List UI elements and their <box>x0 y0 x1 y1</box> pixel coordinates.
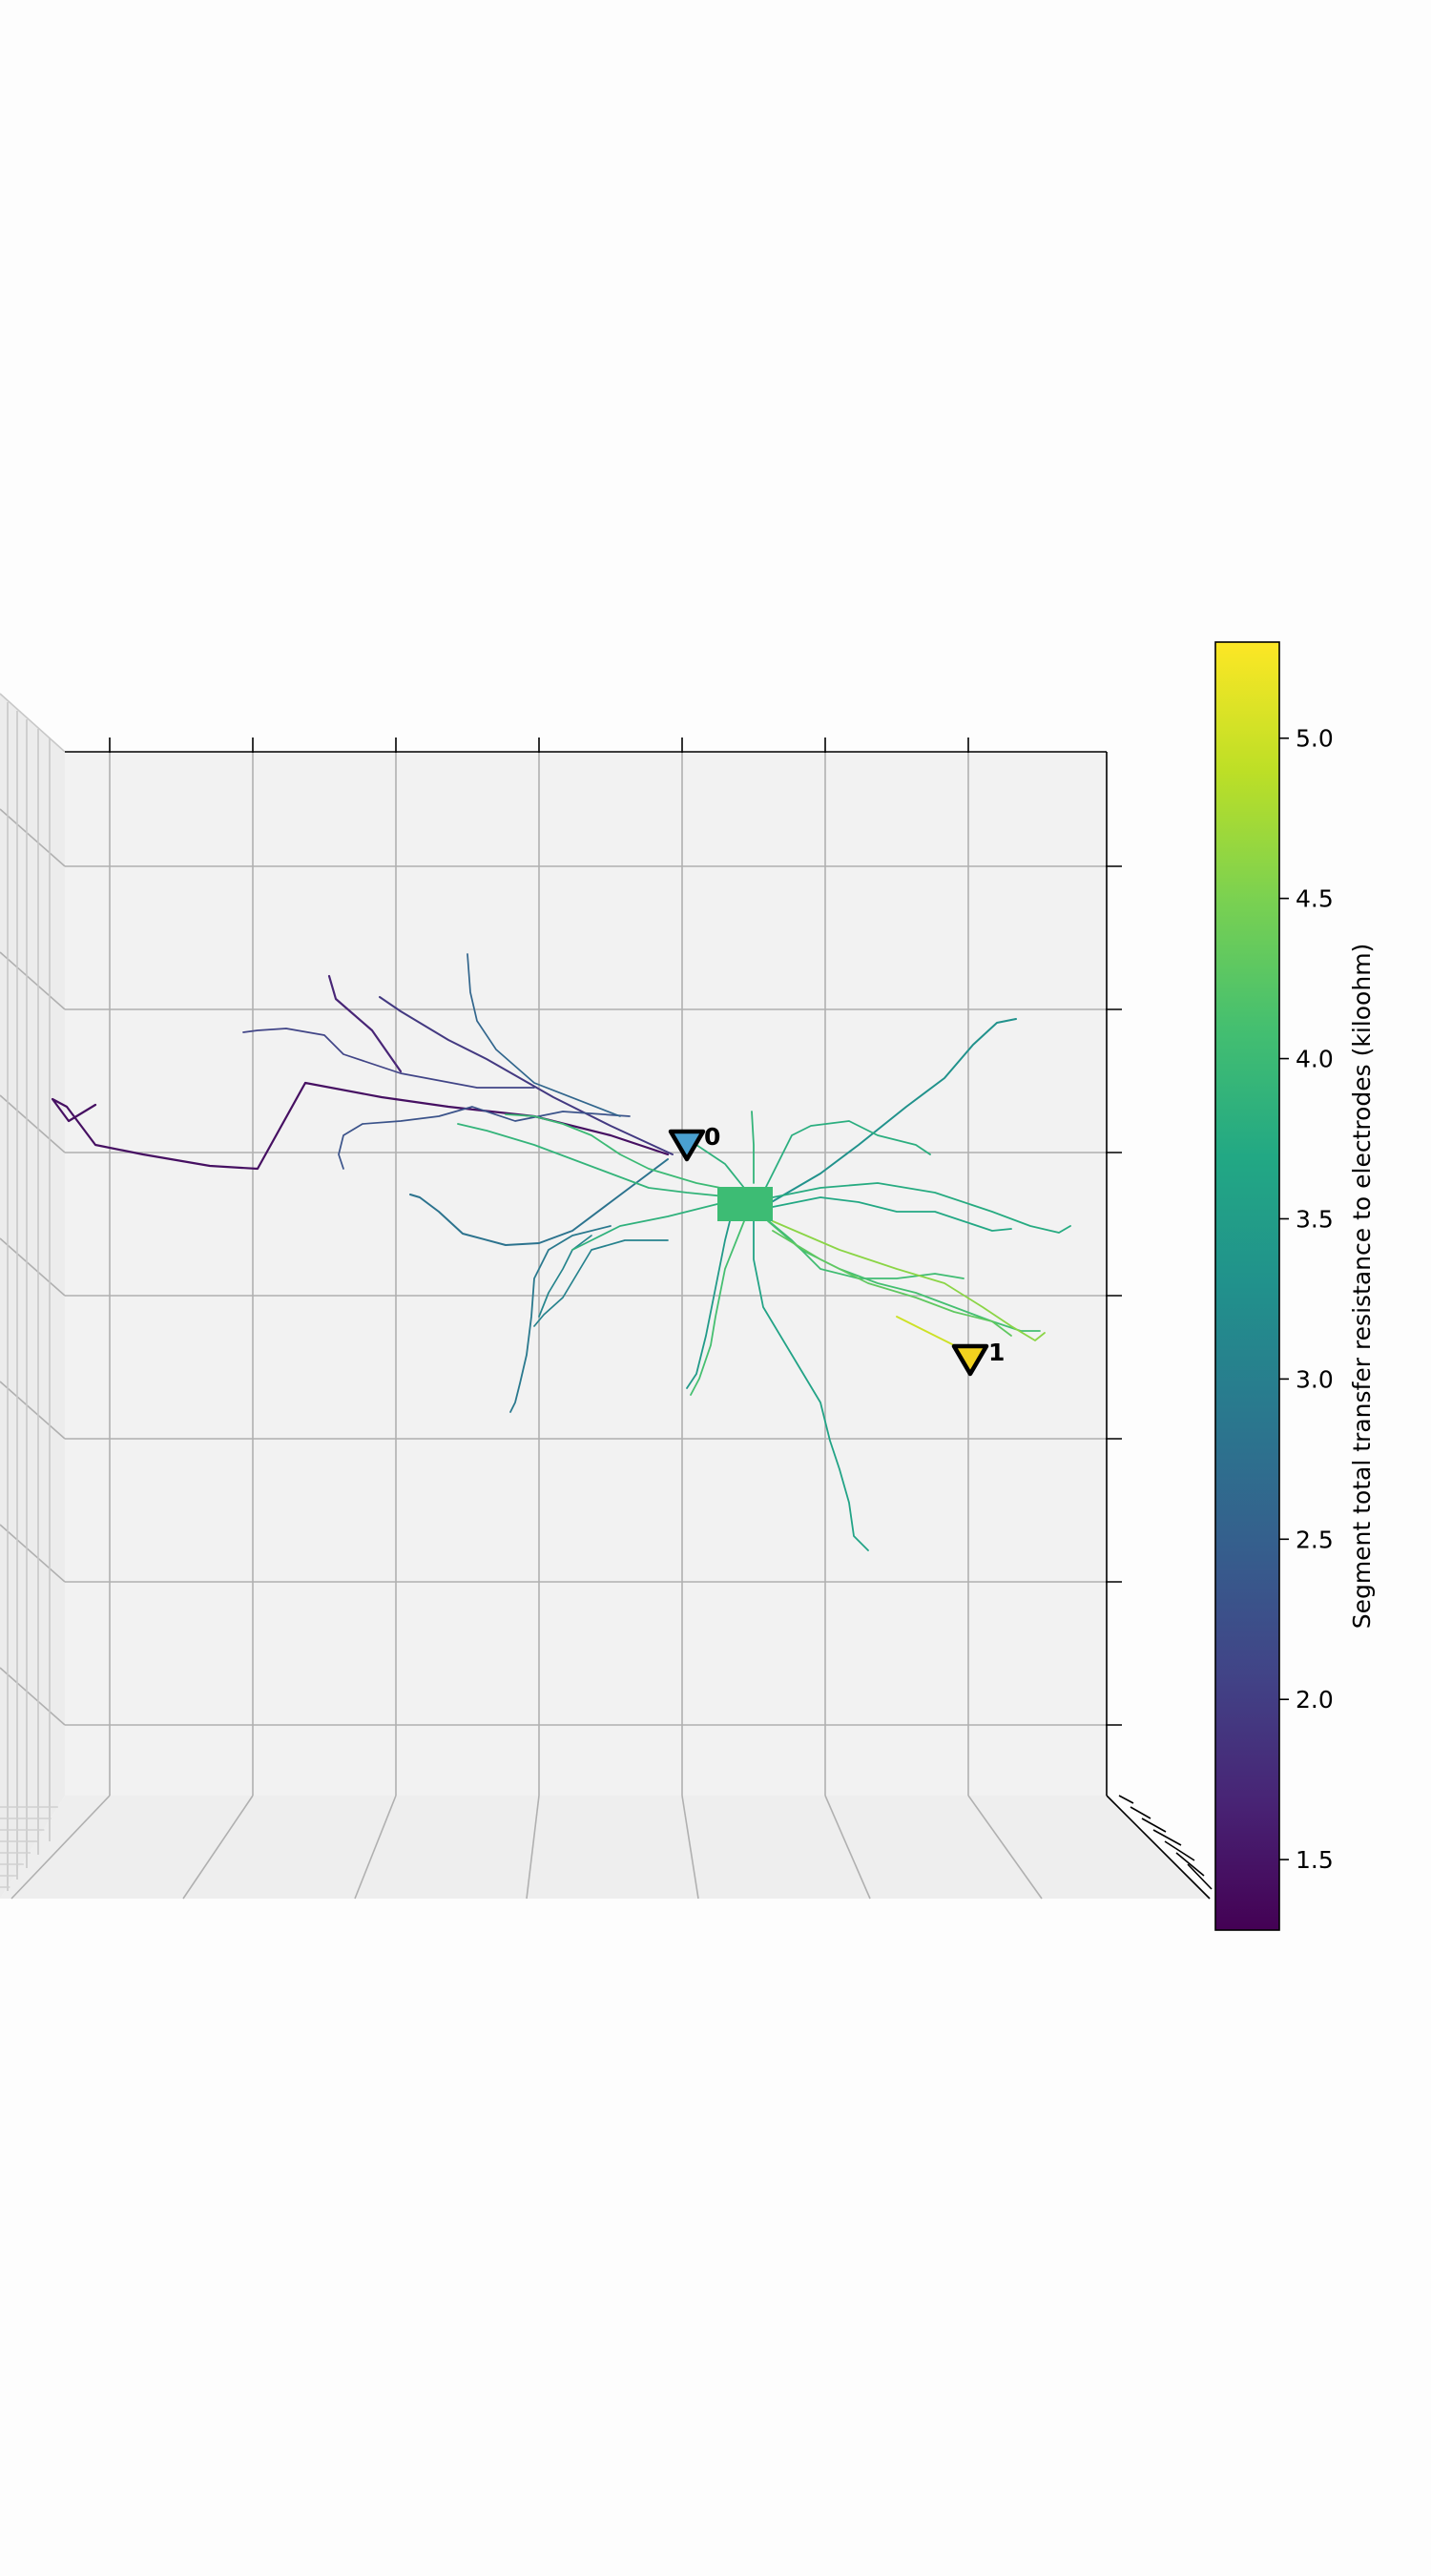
neurite-branch-1 <box>327 974 403 1073</box>
side-depth-line <box>0 693 66 753</box>
back-pane <box>65 752 1107 1796</box>
neuron-morphology <box>51 953 1071 1551</box>
electrode-0-marker <box>668 1129 706 1162</box>
neurite-branch-17 <box>751 1111 755 1184</box>
grid-line-floor <box>526 1795 540 1900</box>
electrode-1-marker <box>951 1343 989 1377</box>
neurite-branch-19 <box>457 1123 736 1198</box>
electrode-0: 0 <box>668 1123 720 1162</box>
soma <box>717 1187 773 1221</box>
neurite-branch-14 <box>772 1182 1071 1234</box>
electrode-1-label: 1 <box>988 1339 1005 1366</box>
grid-line-floor <box>182 1795 254 1900</box>
colorbar-tick-label: 3.5 <box>1296 1205 1334 1233</box>
grid-line-floor <box>10 1795 111 1900</box>
neurite-branch-5 <box>467 953 621 1117</box>
neurite-branch-12 <box>753 1211 869 1551</box>
colorbar: 1.5 2.0 2.5 3.0 3.5 4.0 4.5 5.0 Segment total t… <box>1214 641 1376 1931</box>
grid-line-side <box>0 808 66 867</box>
neurite-branch-24 <box>772 1230 1012 1337</box>
grid <box>0 693 1107 1900</box>
neurite-branch-8 <box>538 1235 592 1318</box>
colorbar-tick-label: 4.5 <box>1296 885 1334 913</box>
depth-tick <box>1175 1852 1205 1877</box>
grid-line-side <box>0 951 66 1010</box>
neurite-branch-11 <box>686 1201 736 1389</box>
grid-line-side <box>0 1667 66 1726</box>
neurite-branch-7 <box>509 1225 612 1413</box>
depth-tick <box>1164 1840 1195 1861</box>
neurite-branch-13 <box>772 1196 1012 1232</box>
neurite-branch-2 <box>379 996 674 1155</box>
colorbar-tick-label: 1.5 <box>1296 1846 1334 1874</box>
colorbar-tick-label: 4.0 <box>1296 1046 1334 1073</box>
colorbar-gradient <box>1214 641 1280 1931</box>
depth-tick <box>1187 1863 1213 1890</box>
floor-pane <box>0 1796 1212 1899</box>
colorbar-tick-label: 2.5 <box>1296 1526 1334 1553</box>
colorbar-tick-label: 5.0 <box>1296 725 1334 753</box>
left-pane <box>0 694 65 1899</box>
neurite-branch-23 <box>690 1220 745 1396</box>
neurite-branch-6 <box>409 1158 669 1246</box>
grid-line-floor <box>824 1795 871 1900</box>
neurite-branch-3 <box>242 1028 535 1089</box>
neurite-branch-25 <box>772 1220 1046 1341</box>
grid-line-floor <box>967 1795 1043 1900</box>
colorbar-tick-label: 2.0 <box>1296 1686 1334 1714</box>
depth-tick <box>1130 1806 1151 1819</box>
neurite-branch-9 <box>533 1239 669 1327</box>
neurite-branch-4 <box>338 1106 631 1170</box>
colorbar-label: Segment total transfer resistance to ele… <box>1348 944 1376 1630</box>
colorbar-tick-label: 3.0 <box>1296 1365 1334 1393</box>
grid-line-side <box>0 1094 66 1153</box>
grid-line-side <box>0 1237 66 1297</box>
colorbar-ticks: 1.5 2.0 2.5 3.0 3.5 4.0 4.5 5.0 <box>1279 725 1334 1874</box>
grid-line-side <box>0 1381 66 1440</box>
grid-line-side <box>0 1524 66 1583</box>
electrode-0-label: 0 <box>704 1123 720 1151</box>
grid-line-floor <box>681 1795 699 1900</box>
depth-tick <box>1141 1818 1167 1833</box>
axes-3d <box>0 693 1213 1900</box>
neurite-branch-16 <box>695 1144 745 1189</box>
depth-tick <box>1118 1795 1134 1804</box>
neurite-branch-18 <box>571 1201 726 1251</box>
grid-line-floor <box>354 1795 397 1900</box>
electrode-1: 1 <box>951 1339 1005 1377</box>
depth-tick <box>1152 1829 1182 1846</box>
neurite-branch-20 <box>505 1113 745 1194</box>
neurite-branch-15 <box>762 1120 931 1194</box>
axis-edges <box>65 737 1213 1900</box>
axis-edge-depth <box>1106 1795 1211 1900</box>
neurite-branch-10 <box>762 1018 1017 1208</box>
